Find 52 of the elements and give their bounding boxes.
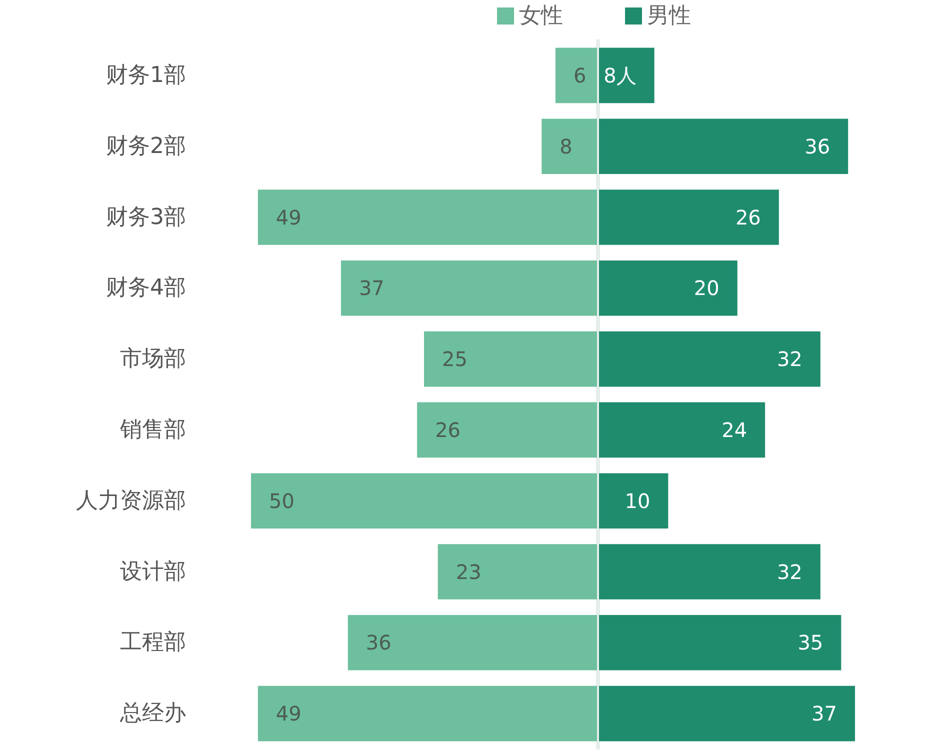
bar <box>340 260 597 316</box>
data-label: 25 <box>442 347 468 372</box>
data-label: 26 <box>435 418 461 442</box>
data-label: 32 <box>776 347 802 372</box>
bar <box>438 544 597 600</box>
bar <box>599 544 820 600</box>
data-label: 35 <box>798 630 824 655</box>
y-tick-label: 财务4部 <box>106 276 186 301</box>
legend-label: 女性 <box>519 4 563 28</box>
bar <box>599 402 766 458</box>
y-tick-label: 财务2部 <box>106 134 186 159</box>
data-label: 36 <box>804 134 830 158</box>
y-tick-label: 总经办 <box>119 701 186 726</box>
y-tick-label: 财务1部 <box>106 62 186 88</box>
legend-label: 男性 <box>647 4 691 28</box>
bar <box>599 118 848 174</box>
data-label: 49 <box>276 205 302 230</box>
bar <box>251 473 597 528</box>
bar <box>258 190 597 245</box>
bar <box>542 118 597 174</box>
bar <box>599 686 855 742</box>
bar <box>555 48 597 104</box>
y-tick-label: 市场部 <box>120 346 186 372</box>
y-tick-label: 工程部 <box>120 630 186 656</box>
data-label: 37 <box>812 702 837 726</box>
bar <box>424 331 597 387</box>
bar <box>599 48 654 104</box>
y-tick-label: 销售部 <box>119 417 186 442</box>
data-label: 49 <box>276 702 302 726</box>
bar <box>599 473 668 528</box>
bar <box>599 615 842 670</box>
data-label: 32 <box>776 560 802 584</box>
bar <box>417 402 597 458</box>
bar <box>599 331 820 387</box>
bar <box>599 260 738 316</box>
bar <box>599 190 779 245</box>
bar <box>258 686 597 742</box>
data-label: 26 <box>735 205 761 230</box>
data-label: 6 <box>573 63 586 88</box>
data-label: 20 <box>694 276 720 300</box>
data-label: 37 <box>358 276 384 300</box>
data-label: 36 <box>366 630 392 655</box>
data-label: 8 <box>560 134 572 158</box>
data-label: 8人 <box>604 63 636 88</box>
data-label: 24 <box>722 418 748 442</box>
bar <box>348 615 597 670</box>
y-tick-label: 设计部 <box>120 559 186 584</box>
data-label: 10 <box>624 488 650 513</box>
y-tick-label: 人力资源部 <box>76 488 186 514</box>
data-label: 23 <box>456 560 482 584</box>
data-label: 50 <box>269 488 294 513</box>
y-tick-label: 财务3部 <box>106 204 186 230</box>
